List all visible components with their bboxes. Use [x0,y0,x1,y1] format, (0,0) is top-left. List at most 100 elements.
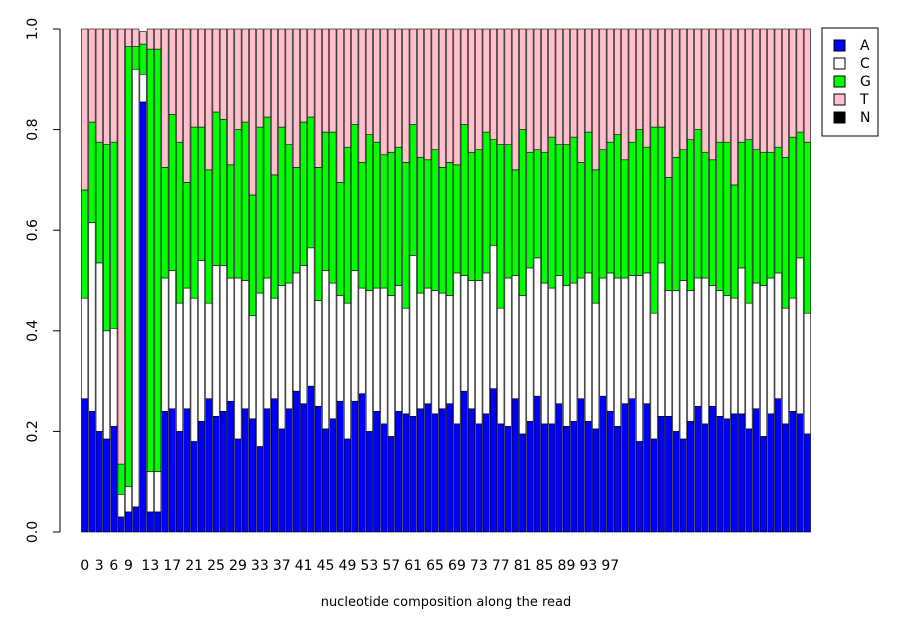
bar-G-90 [738,141,746,269]
bar-G-53 [468,151,476,281]
y-tick-label: 0.8 [25,118,41,140]
bar-T-19 [219,28,227,120]
bar-G-29 [292,167,300,274]
bar-G-95 [774,146,782,274]
bar-A-6 [124,511,132,533]
bar-T-25 [263,28,271,118]
bar-C-89 [730,297,738,415]
bar-C-82 [679,280,687,440]
bar-T-34 [329,28,337,133]
bar-A-0 [81,398,89,533]
bar-C-65 [555,275,563,405]
bar-C-74 [621,277,629,405]
x-tick-label: 61 [404,558,422,574]
bar-T-96 [781,28,789,158]
bar-A-30 [300,403,308,533]
bar-G-80 [665,177,673,291]
bar-A-4 [110,426,118,533]
bar-T-3 [103,28,111,145]
bar-G-65 [555,144,563,276]
bar-A-24 [256,446,264,533]
bar-C-55 [482,272,490,415]
bar-T-12 [168,28,176,115]
bar-A-72 [606,410,614,533]
bar-T-79 [657,28,665,128]
bar-A-7 [132,506,140,533]
bar-A-66 [562,426,570,533]
bar-A-46 [416,408,424,533]
bar-G-66 [562,144,570,286]
bar-T-29 [292,28,300,168]
bar-A-78 [650,438,658,533]
bar-G-30 [300,121,308,266]
bar-A-74 [621,403,629,533]
bar-C-97 [789,297,797,412]
bar-G-40 [373,141,381,289]
bar-G-32 [314,167,322,301]
bar-T-4 [110,28,118,143]
bar-C-37 [351,270,359,402]
bar-A-67 [570,421,578,533]
bar-G-10 [154,48,162,472]
bar-C-61 [526,267,534,422]
bar-G-84 [694,129,702,279]
bar-A-38 [358,393,366,533]
bar-T-9 [146,28,154,50]
bar-C-4 [110,327,118,427]
bar-A-12 [168,408,176,533]
bar-A-57 [497,423,505,533]
bar-A-62 [533,395,541,533]
bar-C-2 [95,262,103,432]
bar-G-25 [263,116,271,279]
bar-C-79 [657,262,665,417]
bar-C-52 [460,275,468,392]
bar-T-87 [716,28,724,143]
bar-C-45 [409,255,417,417]
bar-C-63 [541,282,549,425]
bar-A-59 [511,398,519,533]
bar-C-64 [548,287,556,425]
bar-A-14 [183,408,191,533]
bar-T-30 [300,28,308,123]
bar-T-92 [752,28,760,151]
y-tick-label: 0.2 [25,420,41,442]
bar-A-84 [694,405,702,533]
bar-C-54 [475,280,483,425]
bar-G-54 [475,149,483,281]
bar-A-76 [635,441,643,533]
bar-A-27 [278,428,286,533]
bar-T-51 [453,28,461,166]
bar-T-46 [416,28,424,158]
bar-G-42 [387,151,395,296]
bar-T-63 [541,28,549,153]
bar-G-33 [322,131,330,271]
bar-A-61 [526,421,534,533]
bar-G-47 [424,159,432,289]
bar-T-69 [584,28,592,133]
bar-T-38 [358,28,366,163]
bar-G-93 [760,151,768,286]
bar-A-90 [738,413,746,533]
bar-T-22 [241,28,249,123]
bar-A-98 [796,413,804,533]
legend-swatch-T [833,93,846,106]
bar-C-28 [285,282,293,410]
bar-T-86 [708,28,716,161]
bar-G-41 [380,154,388,289]
bar-C-92 [752,282,760,410]
bar-C-48 [431,290,439,415]
bar-C-56 [489,244,497,389]
bar-G-2 [95,141,103,264]
bar-G-73 [614,134,622,279]
bar-T-39 [365,28,373,135]
bar-A-53 [468,408,476,533]
bar-C-41 [380,287,388,425]
x-tick-label: 0 [80,558,89,574]
bar-A-8 [139,101,147,533]
bar-C-1 [88,222,96,412]
bar-C-47 [424,287,432,405]
x-tick-label: 93 [579,558,597,574]
bar-T-14 [183,28,191,183]
bar-A-94 [767,413,775,533]
